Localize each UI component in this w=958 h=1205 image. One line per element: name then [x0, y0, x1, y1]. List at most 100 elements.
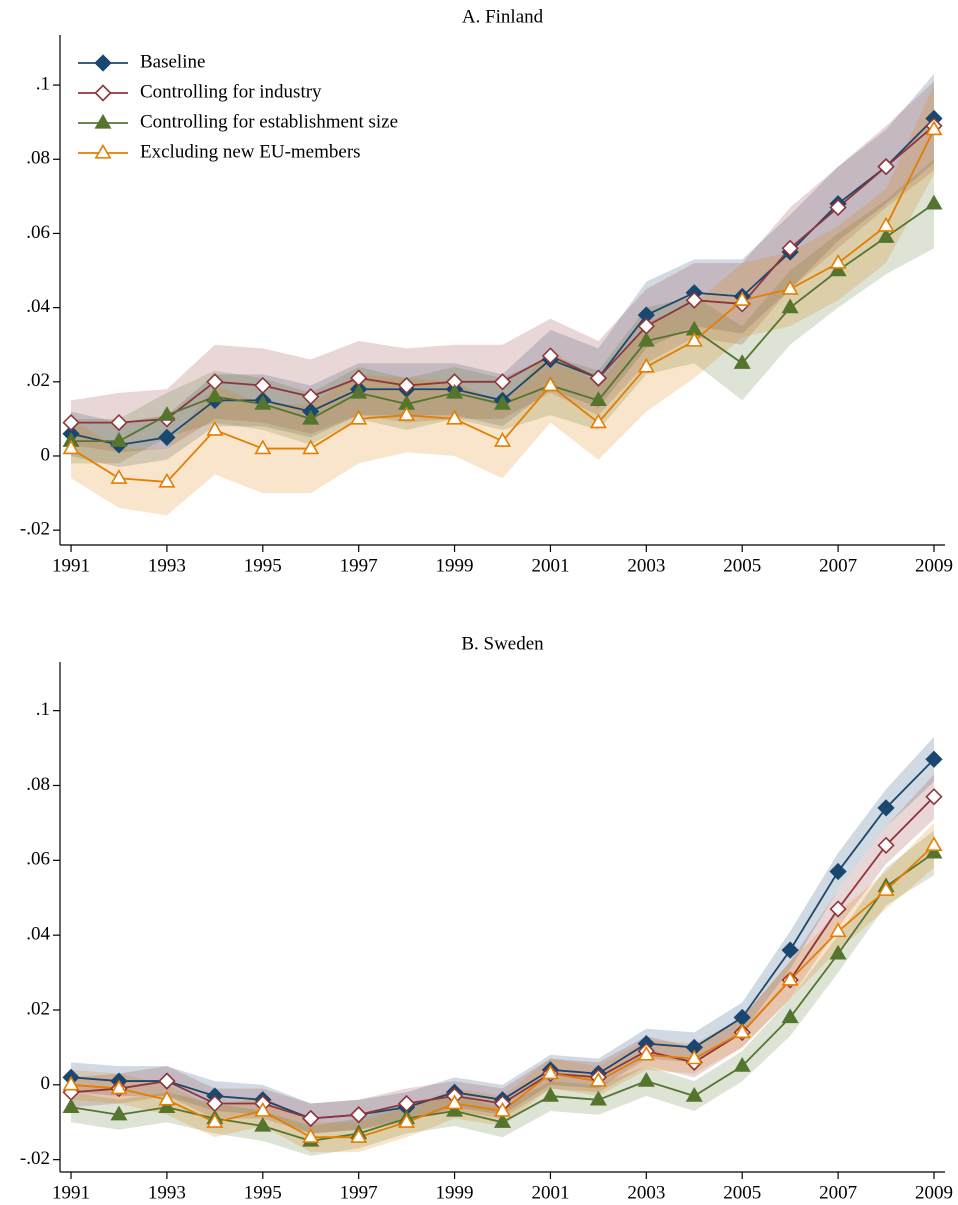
x-tick-label: 1999 [436, 555, 474, 576]
point [158, 1098, 176, 1113]
point [254, 1116, 272, 1132]
point [877, 228, 895, 243]
point [925, 750, 943, 768]
y-tick-label: .04 [26, 924, 50, 945]
point [254, 439, 272, 455]
point [158, 406, 176, 421]
point [206, 420, 224, 436]
confidence-band [71, 81, 934, 453]
point [829, 198, 847, 217]
y-tick-label: 0 [41, 444, 51, 465]
point [302, 439, 320, 455]
point [685, 291, 703, 309]
point [733, 354, 751, 369]
point [62, 439, 80, 455]
point [829, 261, 847, 277]
point [829, 862, 847, 881]
point [637, 1071, 655, 1087]
point [589, 369, 608, 387]
point [493, 373, 512, 391]
point [925, 788, 943, 806]
point [589, 413, 607, 429]
y-tick-label: .04 [26, 296, 50, 317]
chart-title: B. Sweden [461, 633, 544, 654]
point [158, 428, 176, 447]
point [206, 1113, 224, 1128]
point [589, 391, 607, 407]
x-tick-label: 1995 [244, 555, 282, 576]
point [446, 1101, 464, 1117]
legend-marker [94, 54, 112, 72]
y-tick-label: .08 [26, 774, 50, 795]
legend-label: Controlling for establishment size [140, 111, 398, 132]
y-tick-label: .02 [26, 998, 50, 1019]
point [541, 1064, 559, 1080]
confidence-band [71, 159, 934, 464]
point [254, 376, 272, 395]
point [350, 1128, 368, 1143]
point [925, 194, 943, 210]
y-tick-label: .1 [36, 699, 50, 720]
point [541, 1086, 559, 1102]
confidence-band [71, 774, 934, 1134]
point [158, 472, 176, 488]
point [302, 388, 320, 406]
x-tick-label: 2009 [915, 555, 953, 576]
point [541, 347, 560, 365]
series-line [70, 796, 935, 1120]
point [398, 406, 416, 421]
point [398, 1113, 416, 1128]
x-tick-label: 1995 [244, 1182, 282, 1203]
point [829, 254, 847, 269]
point [685, 1086, 703, 1102]
point [493, 1113, 512, 1128]
legend-marker [94, 143, 112, 159]
point [637, 1045, 655, 1061]
x-tick-label: 1999 [436, 1182, 474, 1203]
point [541, 376, 559, 392]
point [397, 376, 416, 395]
point [733, 1023, 751, 1039]
y-tick-label: .02 [26, 370, 50, 391]
x-tick-label: 1993 [148, 1182, 186, 1203]
y-tick-label: -.02 [20, 1148, 50, 1169]
x-tick-label: 1993 [148, 555, 186, 576]
x-tick-label: 2001 [531, 1182, 569, 1203]
point [350, 383, 368, 399]
point [781, 970, 799, 986]
point [589, 1071, 607, 1087]
chart-title: A. Finland [462, 6, 544, 27]
y-tick-label: .08 [26, 148, 50, 169]
point [110, 432, 128, 447]
point [781, 1008, 799, 1024]
point [254, 394, 272, 410]
x-tick-label: 2005 [723, 555, 761, 576]
x-tick-label: 1997 [340, 1182, 378, 1203]
point [350, 409, 368, 425]
x-tick-label: 2007 [819, 1182, 857, 1203]
point [925, 836, 943, 852]
point [733, 1057, 751, 1072]
point [302, 1128, 320, 1143]
confidence-band [71, 85, 934, 516]
point [254, 1101, 272, 1117]
x-tick-label: 2005 [723, 1182, 761, 1203]
point [829, 922, 847, 938]
point [110, 413, 128, 432]
point [781, 239, 799, 257]
point [685, 1049, 703, 1065]
confidence-band [71, 736, 934, 1134]
point [110, 469, 128, 484]
point [877, 158, 895, 176]
x-tick-label: 1991 [52, 1182, 90, 1203]
point [829, 944, 847, 960]
y-tick-label: .1 [36, 73, 50, 94]
point [877, 799, 895, 817]
x-tick-label: 1997 [340, 555, 378, 576]
point [829, 900, 847, 918]
point [302, 409, 320, 425]
point [62, 413, 80, 432]
x-tick-label: 1991 [52, 555, 90, 576]
point [637, 331, 655, 347]
